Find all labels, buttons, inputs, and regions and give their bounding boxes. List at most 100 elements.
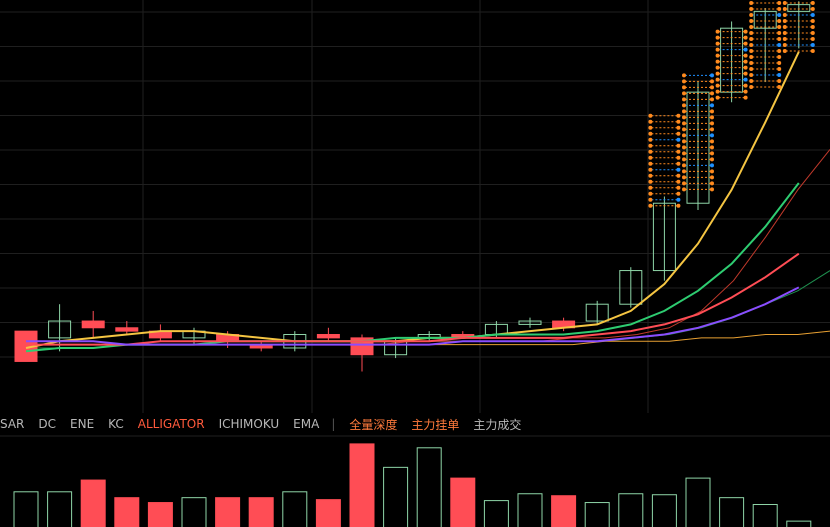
volume-bar: [584, 502, 610, 527]
order-dot: [782, 25, 787, 29]
candle: [787, 4, 811, 12]
order-dot: [648, 173, 653, 178]
order-dot: [749, 31, 754, 35]
order-dot: [777, 55, 782, 59]
volume-bar: [416, 447, 442, 527]
tab-full-depth[interactable]: 全量深度: [349, 417, 398, 432]
order-dot: [749, 13, 754, 17]
volume-bar: [315, 499, 341, 527]
order-dot: [743, 89, 748, 94]
order-dot: [777, 25, 782, 29]
order-dot: [676, 143, 681, 148]
order-dot: [777, 85, 782, 89]
order-dot: [782, 13, 787, 17]
order-dot: [676, 131, 681, 136]
order-dot: [782, 19, 787, 23]
order-dot: [710, 163, 714, 168]
order-dot: [710, 73, 714, 78]
price-chart[interactable]: [0, 0, 830, 413]
volume-bar: [80, 479, 106, 527]
volume-bar: [719, 497, 745, 527]
order-dot: [710, 79, 714, 84]
volume-bar: [215, 497, 241, 527]
order-dot: [710, 91, 714, 96]
order-dot: [749, 85, 754, 89]
volume-bar: [248, 497, 274, 527]
volume-bar: [651, 494, 677, 527]
order-dot: [682, 79, 686, 84]
order-dot: [682, 127, 686, 132]
order-dot: [648, 167, 653, 172]
order-dot: [777, 37, 782, 41]
order-dot: [777, 13, 782, 17]
candle: [48, 320, 72, 339]
volume-chart[interactable]: [0, 435, 830, 527]
order-dot: [743, 35, 748, 40]
order-dot: [777, 1, 782, 5]
tab-separator: |: [331, 417, 336, 431]
volume-bar: [383, 466, 409, 527]
order-dot: [710, 151, 714, 156]
volume-bar: [147, 502, 173, 527]
volume-bar: [13, 491, 39, 527]
tab-kc[interactable]: KC: [108, 417, 124, 431]
order-dot: [676, 179, 681, 184]
order-dot: [715, 65, 720, 70]
order-dot: [682, 169, 686, 174]
order-dot: [777, 7, 782, 11]
price-grid: [0, 0, 830, 413]
order-dot: [749, 43, 754, 47]
order-dot: [743, 95, 748, 100]
order-dot: [715, 47, 720, 52]
order-dot: [715, 29, 720, 34]
order-dot: [676, 119, 681, 124]
order-dot: [715, 71, 720, 76]
order-dot: [682, 133, 686, 138]
volume-bar: [752, 504, 778, 527]
order-dot: [782, 37, 787, 41]
order-dot: [743, 47, 748, 52]
order-dot: [710, 181, 714, 186]
tab-ichimoku[interactable]: ICHIMOKU: [218, 417, 280, 431]
ma-line: [26, 252, 800, 346]
order-dot: [749, 49, 754, 53]
tab-main-orders[interactable]: 主力挂单: [411, 417, 460, 432]
order-dot: [810, 13, 815, 17]
order-dot: [715, 35, 720, 40]
order-dot: [682, 187, 686, 192]
candle: [652, 202, 676, 272]
order-dot: [749, 55, 754, 59]
order-dot: [749, 61, 754, 65]
order-dot: [648, 149, 653, 154]
order-dot: [682, 91, 686, 96]
order-dot: [648, 119, 653, 124]
volume-bar: [181, 497, 207, 527]
order-dot: [715, 83, 720, 88]
order-dot: [749, 67, 754, 71]
order-dot: [676, 137, 681, 142]
order-dot: [777, 19, 782, 23]
order-dot: [749, 19, 754, 23]
order-dot: [676, 203, 681, 208]
order-dot: [676, 173, 681, 178]
tab-ema[interactable]: EMA: [293, 417, 320, 431]
order-dot: [676, 185, 681, 190]
tab-ene[interactable]: ENE: [70, 417, 95, 431]
order-dot: [782, 43, 787, 47]
order-dot: [682, 181, 686, 186]
order-dot: [710, 115, 714, 120]
tab-main-trades[interactable]: 主力成交: [473, 417, 522, 432]
order-dot: [777, 43, 782, 47]
volume-bar: [450, 477, 476, 527]
moving-averages: [25, 51, 800, 353]
order-dot: [810, 43, 815, 47]
order-dot: [710, 157, 714, 162]
volume-bar: [349, 443, 375, 527]
order-dot: [648, 203, 653, 208]
tab-dc[interactable]: DC: [38, 417, 57, 431]
tab-sar[interactable]: SAR: [0, 417, 25, 431]
candle: [81, 320, 105, 329]
order-dot: [743, 71, 748, 76]
tab-alligator[interactable]: ALLIGATOR: [137, 417, 205, 431]
indicator-tab-bar: SAR DC ENE KC ALLIGATOR ICHIMOKU EMA | 全…: [0, 413, 830, 435]
